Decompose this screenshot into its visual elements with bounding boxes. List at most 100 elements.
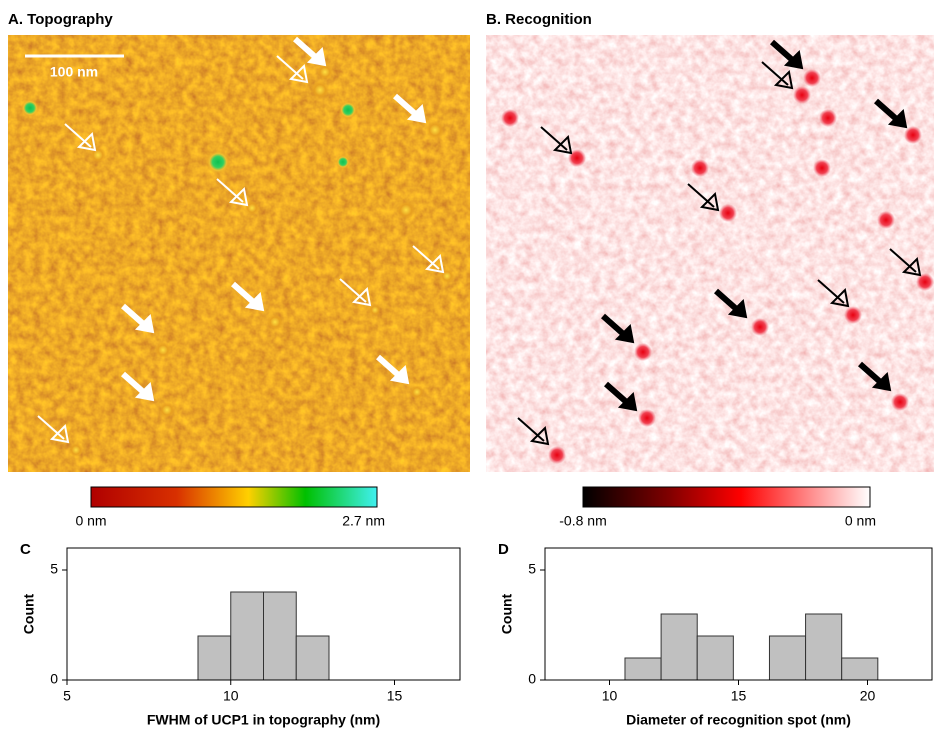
arrow-head bbox=[887, 108, 908, 129]
spot bbox=[397, 201, 415, 219]
arrow bbox=[761, 61, 789, 86]
x-axis-label: FWHM of UCP1 in topography (nm) bbox=[147, 712, 380, 728]
arrow-head bbox=[351, 286, 372, 307]
spot bbox=[311, 81, 329, 99]
x-tick-label: 20 bbox=[860, 688, 876, 704]
recognition-image bbox=[486, 35, 934, 472]
panel-label: C bbox=[20, 541, 31, 558]
spot bbox=[206, 150, 230, 174]
bar bbox=[197, 635, 232, 681]
arrow bbox=[216, 178, 244, 203]
arrow bbox=[540, 126, 568, 151]
y-tick-label: 0 bbox=[528, 671, 536, 687]
scale-bar-label: 100 nm bbox=[50, 64, 98, 80]
spot bbox=[719, 204, 737, 222]
bar bbox=[230, 591, 264, 681]
x-axis-label: Diameter of recognition spot (nm) bbox=[626, 712, 851, 728]
x-tick-label: 10 bbox=[223, 688, 239, 704]
arrow-head bbox=[228, 186, 249, 207]
colorbar-label: -0.8 nm bbox=[559, 513, 606, 529]
spot bbox=[793, 86, 811, 104]
spot bbox=[803, 69, 821, 87]
arrow-head bbox=[871, 371, 892, 392]
spot bbox=[813, 159, 831, 177]
y-axis-label: Count bbox=[21, 593, 37, 634]
arrow bbox=[339, 278, 367, 303]
axes-frame bbox=[66, 547, 461, 681]
spot bbox=[155, 342, 171, 358]
spot bbox=[891, 393, 909, 411]
colorbar bbox=[90, 486, 378, 508]
spot bbox=[819, 109, 837, 127]
arrow bbox=[817, 279, 845, 304]
spot bbox=[916, 273, 934, 291]
arrow-head bbox=[617, 391, 638, 412]
bar bbox=[660, 613, 698, 681]
arrow bbox=[517, 417, 545, 442]
bar bbox=[624, 657, 662, 681]
arrow-head bbox=[389, 364, 410, 385]
y-tick-label: 5 bbox=[50, 561, 58, 577]
arrow bbox=[37, 415, 65, 440]
panel-label: D bbox=[498, 541, 509, 558]
arrow-head bbox=[288, 63, 309, 84]
spot bbox=[501, 109, 519, 127]
panel-title: A. Topography bbox=[8, 11, 113, 28]
spot bbox=[877, 211, 895, 229]
colorbar-label: 0 nm bbox=[845, 513, 876, 529]
arrow-head bbox=[306, 46, 327, 67]
arrow bbox=[412, 245, 440, 270]
arrow-head bbox=[773, 69, 794, 90]
arrow-head bbox=[783, 49, 804, 70]
spot bbox=[634, 343, 652, 361]
x-tick-label: 10 bbox=[602, 688, 618, 704]
x-tick-label: 15 bbox=[387, 688, 403, 704]
x-tick-label: 5 bbox=[63, 688, 71, 704]
arrow-head bbox=[134, 313, 155, 334]
colorbar bbox=[582, 486, 871, 508]
arrow bbox=[64, 123, 92, 148]
arrow-head bbox=[76, 131, 97, 152]
arrow-head bbox=[406, 103, 427, 124]
spot bbox=[69, 443, 83, 457]
spot bbox=[548, 446, 566, 464]
arrow-head bbox=[901, 256, 922, 277]
spot bbox=[638, 409, 656, 427]
arrow-head bbox=[727, 298, 748, 319]
x-tick-label: 15 bbox=[731, 688, 747, 704]
spot bbox=[844, 306, 862, 324]
colorbar-label: 2.7 nm bbox=[342, 513, 385, 529]
spot bbox=[691, 159, 709, 177]
image-features bbox=[21, 36, 934, 464]
bar bbox=[295, 635, 330, 681]
arrow-head bbox=[49, 423, 70, 444]
arrow-head bbox=[552, 134, 573, 155]
colorbar-label: 0 nm bbox=[75, 513, 106, 529]
arrow bbox=[889, 248, 917, 273]
arrow-head bbox=[614, 323, 635, 344]
arrow-head bbox=[829, 287, 850, 308]
panel-title: B. Recognition bbox=[486, 11, 592, 28]
spot bbox=[568, 149, 586, 167]
y-tick-label: 5 bbox=[528, 561, 536, 577]
spot bbox=[410, 385, 424, 399]
spot bbox=[336, 155, 350, 169]
spot bbox=[245, 201, 259, 215]
arrow-head bbox=[699, 191, 720, 212]
spot bbox=[159, 402, 175, 418]
bar bbox=[263, 591, 297, 681]
arrow-head bbox=[244, 291, 265, 312]
bar bbox=[768, 635, 807, 681]
bar bbox=[805, 613, 843, 681]
spot bbox=[21, 99, 39, 117]
spot bbox=[904, 126, 922, 144]
y-tick-label: 0 bbox=[50, 671, 58, 687]
topography-image bbox=[8, 35, 470, 472]
spot bbox=[339, 101, 357, 119]
arrow-head bbox=[424, 253, 445, 274]
bar bbox=[841, 657, 879, 681]
spot bbox=[90, 147, 106, 163]
arrow bbox=[276, 55, 304, 80]
spot bbox=[317, 64, 333, 80]
